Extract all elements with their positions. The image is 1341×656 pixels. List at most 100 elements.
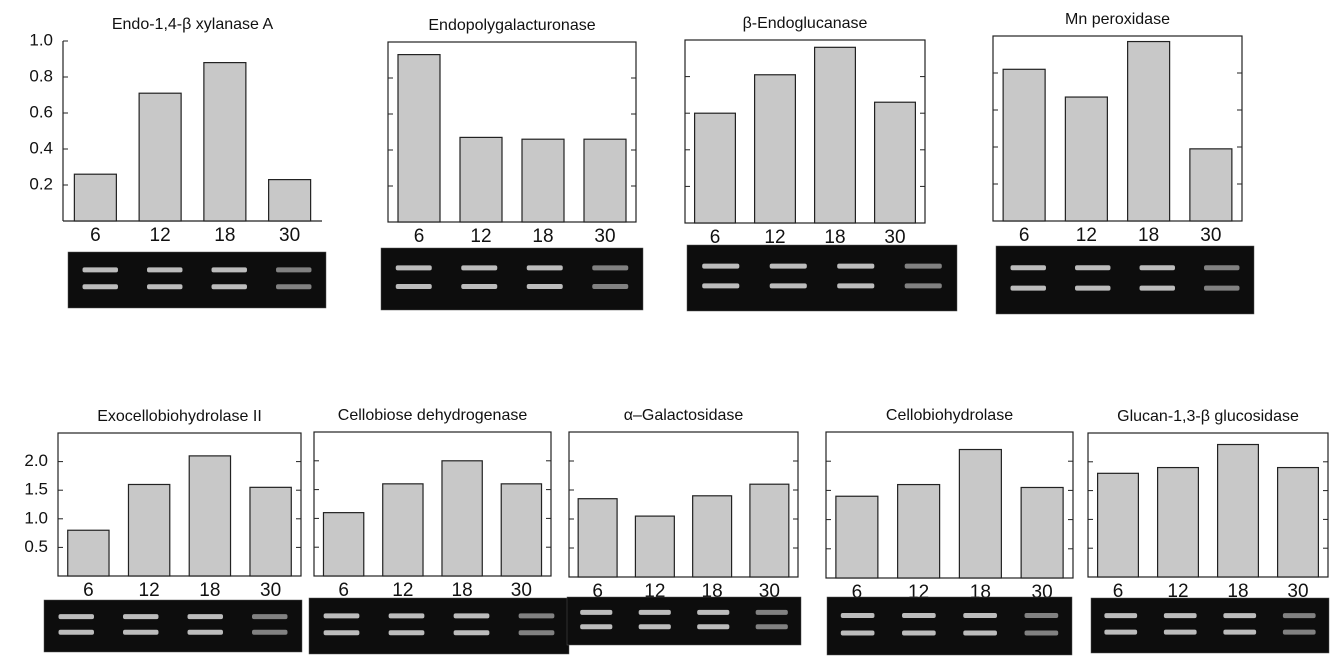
- gel-band: [1140, 265, 1175, 270]
- gel-band: [697, 610, 729, 615]
- bar: [398, 55, 440, 222]
- bar: [959, 450, 1001, 578]
- x-tick-label: 12: [139, 580, 160, 601]
- gel-band: [905, 283, 942, 288]
- gel-band: [212, 284, 247, 289]
- gel-band: [276, 284, 311, 289]
- gel-band: [1204, 286, 1239, 291]
- gel-band: [592, 284, 628, 289]
- gel-band: [963, 613, 997, 618]
- y-tick-label: 1.0: [24, 508, 48, 527]
- gel-band: [389, 613, 425, 618]
- gel-image: [381, 248, 643, 310]
- gel-band: [1025, 630, 1059, 635]
- bar: [522, 139, 564, 222]
- gel-band: [756, 610, 788, 615]
- bar: [128, 484, 169, 576]
- gel-image: [567, 597, 801, 645]
- x-tick-label: 30: [260, 580, 281, 601]
- gel-band: [770, 283, 807, 288]
- gel-band: [212, 267, 247, 272]
- bar: [204, 63, 246, 221]
- chart-title: Endopolygalacturonase: [428, 17, 595, 34]
- y-tick-label: 1.0: [29, 30, 53, 49]
- bar: [383, 484, 423, 576]
- bar: [1021, 487, 1063, 578]
- bar: [442, 461, 482, 576]
- gel-image: [687, 245, 957, 311]
- chart-title: Cellobiohydrolase: [886, 407, 1013, 424]
- gel-band: [324, 613, 360, 618]
- gel-band: [252, 614, 287, 619]
- y-tick-label: 0.2: [29, 174, 53, 193]
- bar: [898, 485, 940, 578]
- gel-band: [580, 610, 612, 615]
- bar: [323, 513, 363, 576]
- gel-band: [1104, 630, 1137, 635]
- y-tick-label: 0.8: [29, 66, 53, 85]
- gel-band: [389, 630, 425, 635]
- gel-band: [454, 630, 490, 635]
- bar: [635, 516, 674, 577]
- gel-band: [837, 264, 874, 269]
- gel-band: [454, 613, 490, 618]
- x-tick-label: 30: [279, 225, 300, 246]
- bar: [1158, 468, 1199, 577]
- gel-image: [44, 600, 302, 652]
- gel-band: [59, 614, 94, 619]
- gel-band: [252, 630, 287, 635]
- gel-band: [592, 265, 628, 270]
- chart-title: Glucan-1,3-β glucosidase: [1117, 408, 1299, 425]
- gel-band: [188, 630, 223, 635]
- gel-band: [639, 610, 671, 615]
- x-tick-label: 12: [470, 226, 491, 247]
- chart-title: Cellobiose dehydrogenase: [338, 407, 528, 424]
- gel-band: [1204, 265, 1239, 270]
- bar: [74, 174, 116, 221]
- gel-band: [461, 265, 497, 270]
- gel-band: [188, 614, 223, 619]
- chart-title: Mn peroxidase: [1065, 11, 1170, 28]
- y-tick-label: 1.5: [24, 480, 48, 499]
- x-tick-label: 6: [83, 580, 94, 601]
- gel-band: [1011, 265, 1046, 270]
- x-tick-label: 6: [1019, 225, 1030, 246]
- bar: [578, 499, 617, 577]
- gel-band: [59, 630, 94, 635]
- gel-band: [461, 284, 497, 289]
- gel-band: [1104, 613, 1137, 618]
- gel-image: [996, 246, 1254, 314]
- gel-band: [1283, 613, 1316, 618]
- x-tick-label: 12: [150, 225, 171, 246]
- x-tick-label: 12: [1076, 225, 1097, 246]
- bar: [269, 180, 311, 221]
- bar: [750, 484, 789, 577]
- bar: [1190, 149, 1232, 221]
- gel-band: [902, 630, 936, 635]
- gel-band: [837, 283, 874, 288]
- gel-band: [639, 624, 671, 629]
- y-tick-label: 0.4: [29, 138, 53, 157]
- gel-band: [527, 284, 563, 289]
- x-tick-label: 18: [532, 226, 553, 247]
- gel-band: [963, 630, 997, 635]
- bar: [1278, 468, 1319, 577]
- gel-band: [697, 624, 729, 629]
- gel-band: [123, 630, 158, 635]
- gel-band: [702, 264, 739, 269]
- gel-band: [83, 267, 118, 272]
- gel-band: [527, 265, 563, 270]
- bar: [189, 456, 230, 576]
- gel-band: [519, 630, 555, 635]
- chart-title: β-Endoglucanase: [743, 15, 868, 32]
- x-tick-label: 18: [1138, 225, 1159, 246]
- gel-image: [68, 252, 326, 308]
- x-tick-label: 18: [214, 225, 235, 246]
- gel-band: [905, 264, 942, 269]
- gel-band: [1283, 630, 1316, 635]
- gel-band: [324, 630, 360, 635]
- gel-band: [1140, 286, 1175, 291]
- gel-band: [841, 613, 875, 618]
- gel-band: [123, 614, 158, 619]
- gel-band: [83, 284, 118, 289]
